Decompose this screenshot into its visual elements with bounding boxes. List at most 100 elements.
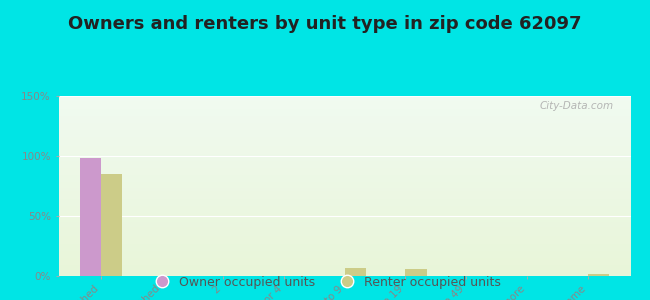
Bar xyxy=(58,130,630,132)
Bar xyxy=(58,101,630,103)
Bar xyxy=(58,215,630,217)
Bar xyxy=(588,274,609,276)
Bar xyxy=(58,220,630,222)
Bar xyxy=(58,164,630,166)
Bar xyxy=(58,222,630,224)
Bar xyxy=(58,265,630,267)
Bar xyxy=(58,157,630,159)
Bar xyxy=(58,231,630,233)
Bar xyxy=(58,119,630,121)
Bar xyxy=(58,98,630,100)
Bar xyxy=(58,263,630,265)
Bar xyxy=(58,134,630,136)
Bar xyxy=(58,226,630,227)
Bar xyxy=(58,170,630,172)
Bar xyxy=(58,105,630,107)
Bar xyxy=(58,109,630,110)
Bar xyxy=(58,116,630,118)
Bar xyxy=(58,172,630,173)
Bar xyxy=(58,274,630,276)
Bar xyxy=(58,179,630,181)
Bar xyxy=(58,100,630,101)
Bar xyxy=(58,152,630,154)
Bar xyxy=(58,271,630,272)
Bar xyxy=(58,186,630,188)
Bar xyxy=(58,269,630,271)
Bar xyxy=(58,136,630,137)
Bar xyxy=(58,209,630,211)
Bar xyxy=(58,182,630,184)
Bar xyxy=(58,177,630,179)
Bar xyxy=(58,161,630,163)
Bar xyxy=(58,242,630,244)
Bar xyxy=(58,128,630,130)
Bar xyxy=(58,233,630,235)
Bar xyxy=(58,184,630,186)
Bar xyxy=(58,145,630,146)
Bar xyxy=(58,191,630,193)
Bar xyxy=(58,267,630,269)
Bar xyxy=(58,103,630,105)
Bar xyxy=(58,244,630,245)
Bar xyxy=(58,150,630,152)
Bar xyxy=(58,181,630,182)
Bar xyxy=(58,127,630,128)
Bar xyxy=(58,258,630,260)
Bar xyxy=(58,208,630,209)
Bar xyxy=(58,163,630,164)
Bar xyxy=(58,254,630,256)
Bar xyxy=(58,199,630,200)
Bar xyxy=(58,139,630,141)
Bar xyxy=(58,188,630,190)
Bar xyxy=(58,166,630,168)
Bar xyxy=(58,213,630,215)
Bar xyxy=(101,174,122,276)
Bar xyxy=(406,269,426,276)
Bar xyxy=(58,240,630,242)
Bar xyxy=(58,173,630,175)
Bar xyxy=(58,224,630,226)
Bar xyxy=(58,195,630,197)
Bar xyxy=(58,121,630,123)
Bar xyxy=(58,262,630,263)
Bar xyxy=(58,141,630,143)
Bar xyxy=(58,132,630,134)
Bar xyxy=(58,245,630,247)
Bar xyxy=(58,146,630,148)
Bar xyxy=(58,118,630,119)
Bar xyxy=(58,217,630,218)
Bar xyxy=(58,96,630,98)
Bar xyxy=(58,114,630,116)
Bar xyxy=(58,238,630,240)
Bar xyxy=(58,148,630,150)
Bar xyxy=(58,154,630,155)
Bar xyxy=(58,206,630,208)
Bar xyxy=(58,112,630,114)
Text: City-Data.com: City-Data.com xyxy=(540,101,614,111)
Bar xyxy=(80,158,101,276)
Bar xyxy=(58,204,630,206)
Bar xyxy=(58,229,630,231)
Bar xyxy=(58,197,630,199)
Text: Owners and renters by unit type in zip code 62097: Owners and renters by unit type in zip c… xyxy=(68,15,582,33)
Bar xyxy=(58,235,630,236)
Bar xyxy=(344,268,366,276)
Bar xyxy=(58,272,630,274)
Bar xyxy=(58,247,630,249)
Bar xyxy=(58,143,630,145)
Bar xyxy=(58,260,630,262)
Bar xyxy=(58,193,630,195)
Bar xyxy=(58,159,630,161)
Bar xyxy=(58,202,630,204)
Bar xyxy=(58,175,630,177)
Bar xyxy=(58,168,630,170)
Bar xyxy=(58,249,630,251)
Bar xyxy=(58,218,630,220)
Bar xyxy=(58,236,630,238)
Legend: Owner occupied units, Renter occupied units: Owner occupied units, Renter occupied un… xyxy=(144,271,506,294)
Bar xyxy=(58,190,630,191)
Bar xyxy=(58,155,630,157)
Bar xyxy=(58,107,630,109)
Bar xyxy=(58,253,630,254)
Bar xyxy=(58,256,630,258)
